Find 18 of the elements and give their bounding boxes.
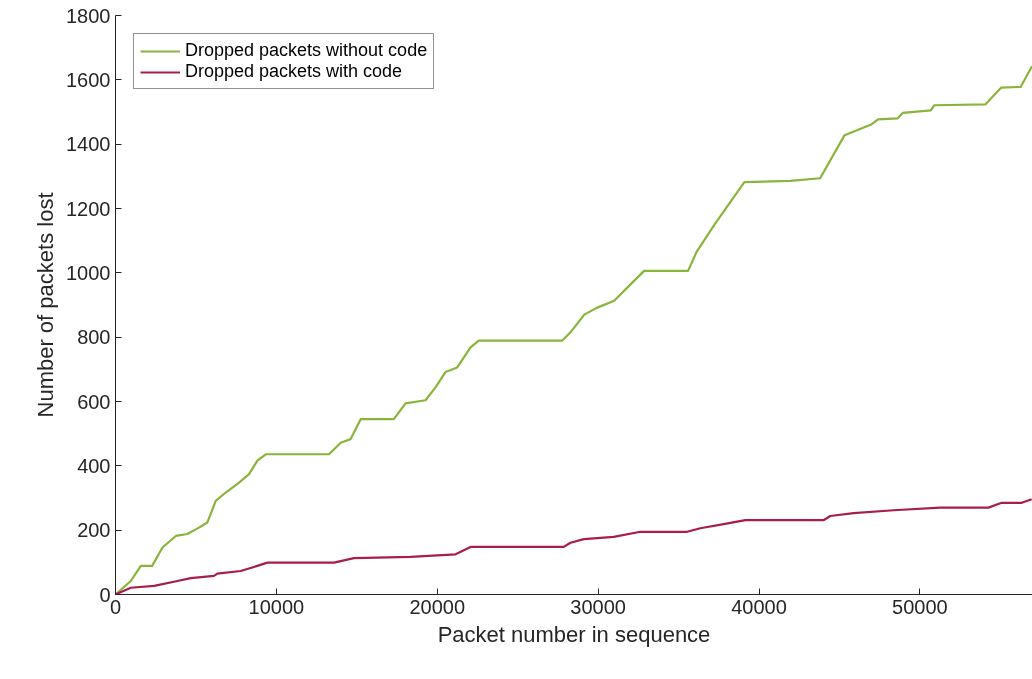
x-tick-label: 10000 (248, 595, 305, 618)
y-tick-label: 800 (77, 326, 111, 349)
x-tick-label: 20000 (409, 595, 466, 618)
y-tick-label: 1600 (66, 68, 111, 91)
y-tick-label: 1200 (66, 197, 111, 220)
y-tick-label: 600 (77, 390, 111, 413)
y-tick-label: 1800 (66, 4, 111, 27)
y-axis-title: Number of packets lost (33, 192, 59, 418)
y-tick-label: 400 (77, 454, 111, 477)
y-tick-label: 200 (77, 519, 111, 542)
x-tick-label: 50000 (892, 595, 948, 618)
x-tick-label: 40000 (731, 595, 787, 618)
y-tick-label: 1000 (66, 261, 111, 284)
x-axis-title: Packet number in sequence (437, 621, 711, 647)
y-tick-label: 1400 (66, 133, 111, 156)
x-tick-label: 30000 (570, 595, 626, 618)
legend-label: Dropped packets with code (185, 61, 403, 82)
legend-label: Dropped packets without code (185, 40, 428, 61)
